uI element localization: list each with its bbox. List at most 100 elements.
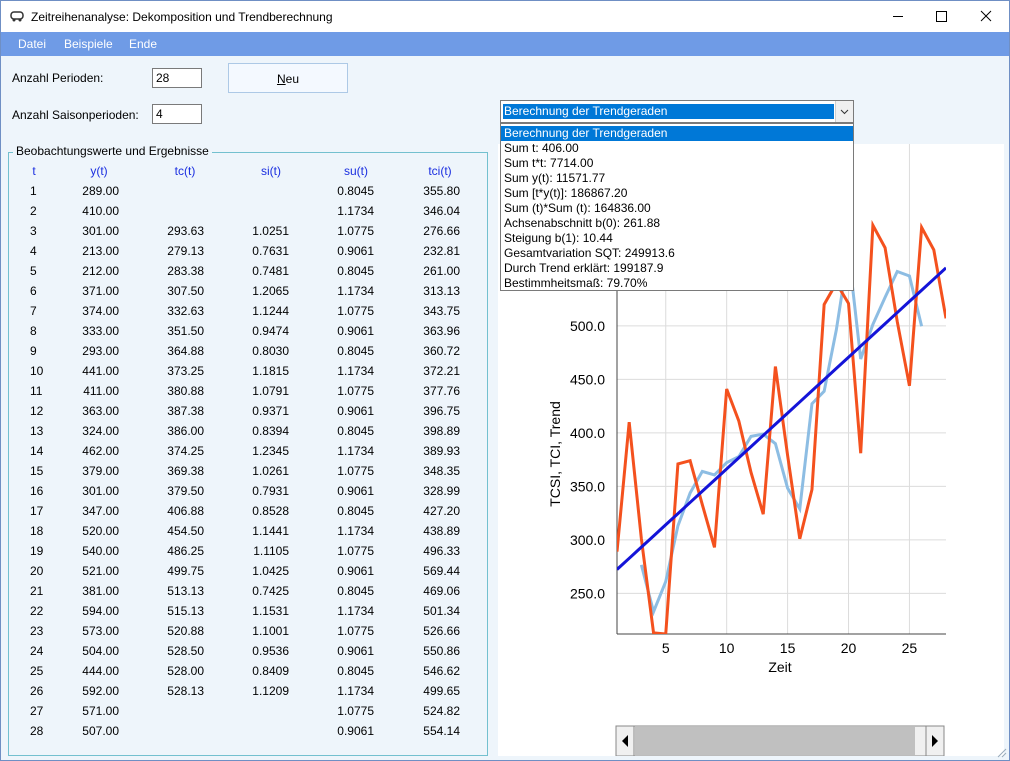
menu-item[interactable]: Ende	[129, 37, 157, 51]
table-cell: 373.25	[124, 364, 204, 378]
dropdown-item[interactable]: Gesamtvariation SQT: 249913.6	[501, 246, 853, 261]
group-title: Beobachtungswerte und Ergebnisse	[13, 144, 212, 158]
dropdown-list: Berechnung der TrendgeradenSum t: 406.00…	[500, 123, 854, 291]
y-tick-label: 450.0	[570, 371, 605, 387]
label: Anzahl Saisonperioden:	[12, 108, 139, 122]
table-cell: 546.62	[380, 664, 460, 678]
table-cell: 7	[30, 304, 37, 318]
table-cell: 1.0775	[294, 624, 374, 638]
table-cell: 486.25	[124, 544, 204, 558]
dropdown-item[interactable]: Sum [t*y(t)]: 186867.20	[501, 186, 853, 201]
table-cell: 554.14	[380, 724, 460, 738]
table-cell: 540.00	[39, 544, 119, 558]
table-cell: 377.76	[380, 384, 460, 398]
dropdown-selected: Berechnung der Trendgeraden	[503, 104, 834, 119]
table-cell: 441.00	[39, 364, 119, 378]
table-cell: 351.50	[124, 324, 204, 338]
text-input[interactable]: 28	[152, 68, 202, 88]
table-cell: 427.20	[380, 504, 460, 518]
table-cell: 301.00	[39, 484, 119, 498]
dropdown-item[interactable]: Sum t: 406.00	[501, 141, 853, 156]
table-cell: 1.0775	[294, 704, 374, 718]
dropdown-item[interactable]: Bestimmheitsmaß: 79.70%	[501, 276, 853, 291]
dropdown-arrow[interactable]	[835, 101, 853, 122]
button[interactable]: Neu	[228, 63, 348, 93]
table-cell: 1.1001	[209, 624, 289, 638]
table-cell: 3	[30, 224, 37, 238]
table-cell: 333.00	[39, 324, 119, 338]
dropdown-item[interactable]: Sum t*t: 7714.00	[501, 156, 853, 171]
table-cell: 289.00	[39, 184, 119, 198]
menu-item[interactable]: Datei	[18, 37, 46, 51]
scrollbar[interactable]	[616, 726, 944, 756]
table-cell: 8	[30, 324, 37, 338]
table-cell: 389.93	[380, 444, 460, 458]
table-cell: 293.63	[124, 224, 204, 238]
table-cell: 592.00	[39, 684, 119, 698]
resize-grip[interactable]	[995, 746, 1007, 758]
table-cell: 1.1815	[209, 364, 289, 378]
y-tick-label: 250.0	[570, 585, 605, 601]
table-cell: 0.8409	[209, 664, 289, 678]
dropdown-item[interactable]: Achsenabschnitt b(0): 261.88	[501, 216, 853, 231]
dropdown-item[interactable]: Steigung b(1): 10.44	[501, 231, 853, 246]
table-cell: 276.66	[380, 224, 460, 238]
x-tick-label: 20	[841, 640, 857, 656]
table-cell: 0.9061	[294, 564, 374, 578]
table-cell: 363.00	[39, 404, 119, 418]
table-cell: 0.9061	[294, 724, 374, 738]
table-cell: 1.0775	[294, 224, 374, 238]
dropdown-item[interactable]: Sum (t)*Sum (t): 164836.00	[501, 201, 853, 216]
table-cell: 346.04	[380, 204, 460, 218]
column-header: tci(t)	[400, 164, 480, 178]
column-header: si(t)	[231, 164, 311, 178]
table-cell: 0.7631	[209, 244, 289, 258]
table-cell: 0.8045	[294, 424, 374, 438]
table-cell: 5	[30, 264, 37, 278]
table-cell: 594.00	[39, 604, 119, 618]
table-cell: 526.66	[380, 624, 460, 638]
table-cell: 364.88	[124, 344, 204, 358]
table-cell: 1.1734	[294, 284, 374, 298]
table-cell: 571.00	[39, 704, 119, 718]
y-tick-label: 400.0	[570, 425, 605, 441]
table-cell: 0.9061	[294, 404, 374, 418]
table-cell: 0.8394	[209, 424, 289, 438]
table-cell: 1.2065	[209, 284, 289, 298]
table-cell: 213.00	[39, 244, 119, 258]
dropdown[interactable]: Berechnung der Trendgeraden	[500, 100, 854, 123]
table-cell: 1.1244	[209, 304, 289, 318]
dropdown-item[interactable]: Durch Trend erklärt: 199187.9	[501, 261, 853, 276]
table-cell: 573.00	[39, 624, 119, 638]
table-cell: 0.8045	[294, 504, 374, 518]
table-cell: 520.88	[124, 624, 204, 638]
table-cell: 1.0775	[294, 304, 374, 318]
table-cell: 324.00	[39, 424, 119, 438]
table-cell: 0.8030	[209, 344, 289, 358]
table-cell: 528.13	[124, 684, 204, 698]
table-cell: 1.0775	[294, 384, 374, 398]
window-controls[interactable]	[881, 1, 1009, 32]
menu-item[interactable]: Beispiele	[64, 37, 113, 51]
table-cell: 406.88	[124, 504, 204, 518]
table-cell: 550.86	[380, 644, 460, 658]
table-cell: 328.99	[380, 484, 460, 498]
button-label: Neu	[277, 64, 299, 94]
title-bar: Zeitreihenanalyse: Dekomposition und Tre…	[1, 1, 1009, 32]
dropdown-item[interactable]: Sum y(t): 11571.77	[501, 171, 853, 186]
table-cell: 332.63	[124, 304, 204, 318]
table-cell: 1.0261	[209, 464, 289, 478]
dropdown-item[interactable]: Berechnung der Trendgeraden	[501, 126, 853, 141]
table-cell: 0.8045	[294, 184, 374, 198]
label: Anzahl Perioden:	[12, 71, 103, 85]
text-input[interactable]: 4	[152, 104, 202, 124]
table-cell: 444.00	[39, 664, 119, 678]
table-cell: 0.8045	[294, 264, 374, 278]
y-tick-label: 350.0	[570, 478, 605, 494]
x-axis-label: Zeit	[768, 659, 791, 675]
table-cell: 0.7481	[209, 264, 289, 278]
table-cell: 0.9371	[209, 404, 289, 418]
table-cell: 1.1734	[294, 204, 374, 218]
x-tick-label: 25	[902, 640, 918, 656]
